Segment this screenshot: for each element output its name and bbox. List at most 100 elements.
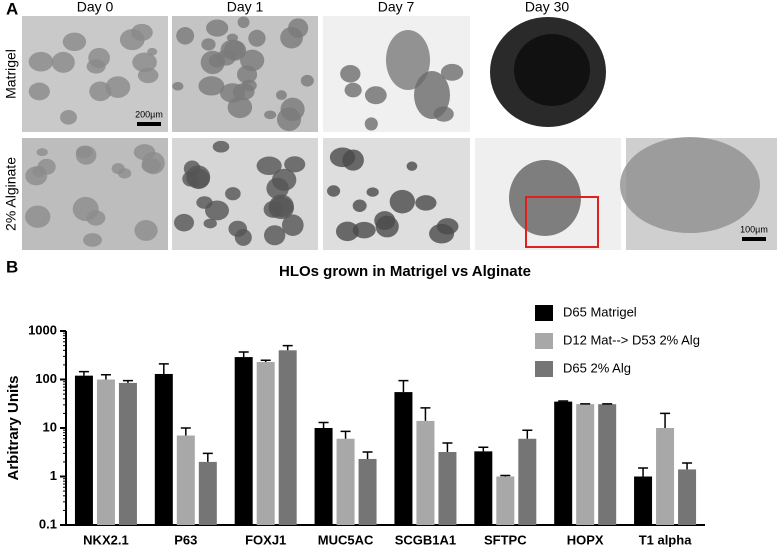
organoid [264,225,286,246]
organoid [105,76,131,98]
bar [496,476,515,525]
bar [74,375,93,525]
error-bar [420,407,431,421]
scale-bar-label: 200µm [135,109,163,119]
organoid [201,38,216,51]
bar [154,373,173,525]
scale-bar-label: 100µm [740,224,768,234]
organoid [200,50,225,75]
organoid [281,214,304,236]
bar [198,461,217,525]
organoid [212,140,230,153]
legend-label: D12 Mat--> D53 2% Alg [563,332,700,347]
scale-bar [742,237,766,241]
organoid [375,215,399,238]
organoid [25,205,51,228]
error-bar [522,429,533,439]
organoid [335,221,359,242]
x-tick-label: HOPX [567,532,604,547]
organoid [429,223,455,244]
organoid [232,83,255,101]
organoid [248,29,266,47]
bar [118,382,137,525]
organoid [440,63,464,81]
column-label: Day 30 [525,0,570,15]
organoid [352,221,376,239]
organoid [352,199,367,212]
panel-label: A [6,0,18,18]
error-bar [122,379,133,383]
row-label: 2% Alginate [3,157,19,231]
organoid [364,86,387,105]
organoid [414,71,450,119]
bar [576,404,595,525]
organoid [198,76,225,96]
bar [554,401,573,525]
organoid [187,168,210,189]
bar [656,428,675,525]
organoid [415,195,437,211]
organoid [72,196,99,222]
column-label: Day 0 [77,0,114,15]
bar [634,476,653,525]
organoid [240,49,265,72]
error-bar [100,374,111,380]
error-bar [158,363,169,374]
organoid [271,168,297,191]
organoid [206,19,229,37]
bar [416,420,435,525]
y-tick-label: 100 [35,371,57,386]
organoid [389,189,415,214]
bar [336,438,355,525]
organoid [275,90,287,101]
bar [96,379,115,525]
error-bar [478,446,489,452]
organoid [220,39,245,60]
legend-label: D65 2% Alg [563,360,631,375]
organoid [288,18,309,38]
error-bar [500,474,511,477]
organoid [137,67,159,84]
organoid [196,196,213,209]
organoid [60,110,77,125]
bar [234,357,253,525]
row-label: Matrigel [3,49,19,99]
organoid [174,213,195,232]
bar [438,452,457,525]
panel-label: B [6,257,18,276]
micrographs [22,16,777,250]
organoid [132,52,157,73]
x-tick-label: MUC5AC [318,532,374,547]
organoid [32,165,46,178]
error-bar [260,359,271,362]
chart-title: HLOs grown in Matrigel vs Alginate [279,263,531,280]
organoid [203,218,217,229]
y-tick-label: 1000 [28,322,57,337]
organoid [28,82,50,101]
error-bar [660,412,671,428]
y-tick-label: 10 [43,419,57,434]
error-bar [682,462,693,470]
organoid [386,30,430,90]
legend-swatch [535,305,553,321]
organoid [83,233,102,247]
organoid [269,194,294,218]
y-tick-label: 1 [50,468,57,483]
error-bar [340,430,351,439]
organoid [75,145,93,159]
organoid [134,219,158,241]
organoid [237,16,250,29]
organoid [172,81,184,91]
bar [394,392,413,525]
column-label: Day 1 [227,0,264,15]
bar [278,350,297,525]
organoid [276,107,302,132]
organoid [228,220,248,237]
x-tick-label: FOXJ1 [245,532,286,547]
organoid [366,187,379,197]
y-tick-label: 0.1 [39,516,57,531]
bar [256,361,275,525]
error-bar [202,452,213,462]
organoid [329,147,356,168]
